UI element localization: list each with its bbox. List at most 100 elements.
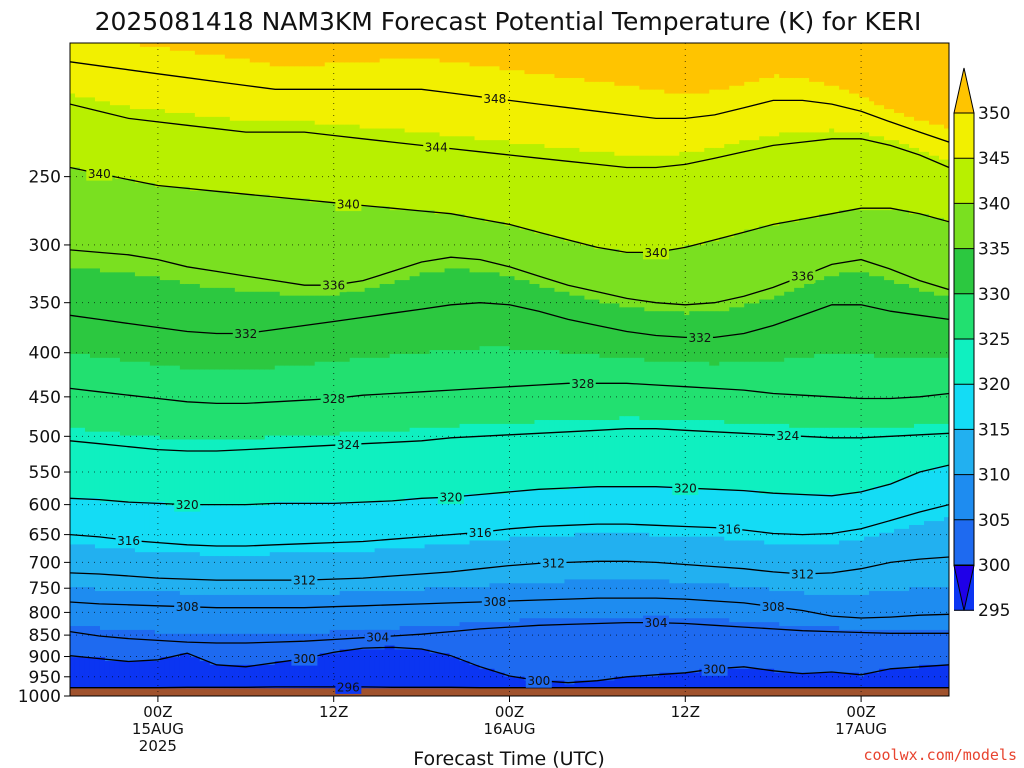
theta-fill-cell (259, 62, 266, 122)
theta-fill-cell (299, 501, 306, 553)
theta-fill-cell (799, 591, 805, 627)
theta-fill-cell (594, 249, 600, 301)
theta-fill-cell (344, 431, 351, 503)
theta-fill-cell (554, 77, 561, 149)
theta-fill-cell (209, 54, 216, 118)
theta-fill-cell (464, 622, 471, 662)
theta-fill-cell (599, 303, 605, 359)
theta-fill-cell (384, 357, 391, 433)
theta-fill-cell (484, 622, 491, 670)
contour-label: 300 (703, 662, 726, 676)
theta-fill-cell (604, 43, 610, 83)
theta-fill-cell (544, 74, 551, 149)
theta-fill-cell (139, 661, 146, 689)
theta-fill-cell (924, 214, 930, 293)
theta-fill-cell (844, 540, 850, 596)
theta-fill-cell (524, 583, 531, 619)
theta-fill-cell (229, 120, 236, 196)
theta-fill-cell (189, 594, 196, 635)
theta-fill-cell (854, 493, 860, 542)
theta-fill-cell (634, 618, 640, 678)
theta-fill-cell (144, 43, 151, 48)
theta-fill-cell (524, 618, 531, 682)
theta-fill-cell (234, 664, 241, 689)
theta-fill-cell (834, 626, 840, 674)
theta-fill-cell (344, 552, 351, 592)
theta-fill-cell (384, 688, 391, 696)
theta-fill-cell (234, 369, 241, 441)
theta-fill-cell (249, 505, 256, 557)
theta-fill-cell (584, 579, 590, 619)
theta-fill-cell (914, 214, 920, 289)
theta-fill-cell (624, 579, 630, 619)
theta-fill-cell (169, 552, 176, 592)
theta-fill-cell (129, 272, 136, 363)
theta-fill-cell (99, 272, 106, 359)
theta-fill-cell (279, 552, 286, 596)
theta-fill-cell (244, 633, 251, 666)
theta-fill-cell (164, 365, 171, 441)
theta-fill-cell (239, 688, 246, 696)
theta-fill-cell (624, 85, 630, 157)
theta-fill-cell (389, 58, 396, 130)
theta-fill-cell (199, 633, 206, 662)
theta-fill-cell (99, 357, 106, 433)
theta-fill-cell (199, 190, 206, 289)
theta-fill-cell (324, 633, 331, 654)
theta-fill-cell (279, 66, 286, 122)
theta-fill-cell (264, 664, 271, 689)
theta-fill-cell (499, 622, 506, 674)
theta-fill-cell (574, 77, 581, 149)
theta-fill-cell (584, 680, 590, 689)
theta-fill-cell (944, 43, 949, 130)
isentrope-328 (70, 382, 949, 405)
theta-fill-cell (934, 357, 940, 425)
y-tick-label: 350 (29, 294, 61, 314)
theta-fill-cell (454, 497, 461, 546)
theta-fill-cell (204, 116, 211, 192)
theta-fill-cell (359, 629, 366, 650)
site-credit[interactable]: coolwx.com/models (863, 746, 1017, 764)
theta-fill-cell (759, 423, 765, 495)
theta-fill-cell (309, 202, 316, 297)
theta-fill-cell (879, 357, 885, 429)
theta-fill-cell (909, 287, 915, 359)
theta-fill-cell (634, 416, 640, 487)
theta-fill-cell (109, 175, 116, 273)
theta-fill-cell (939, 159, 945, 219)
theta-fill-cell (514, 423, 521, 491)
theta-fill-cell (684, 618, 690, 674)
theta-fill-cell (70, 657, 76, 689)
theta-fill-cell (829, 427, 835, 495)
theta-fill-cell (89, 587, 96, 627)
theta-fill-cell (219, 43, 226, 56)
theta-fill-cell (719, 668, 725, 689)
theta-fill-cell (574, 43, 581, 79)
theta-fill-cell (429, 626, 436, 654)
theta-fill-cell (514, 350, 521, 425)
theta-fill-cell (864, 210, 870, 273)
theta-fill-cell (444, 427, 451, 499)
theta-fill-cell (124, 688, 131, 696)
theta-fill-cell (584, 688, 590, 696)
theta-fill-cell (169, 365, 176, 441)
theta-fill-cell (454, 657, 461, 689)
theta-fill-cell (814, 353, 820, 429)
theta-fill-cell (349, 629, 356, 650)
theta-fill-cell (314, 66, 321, 126)
theta-fill-cell (744, 668, 750, 689)
theta-fill-cell (769, 668, 775, 689)
theta-fill-cell (629, 532, 635, 580)
theta-fill-cell (469, 272, 476, 351)
theta-fill-cell (699, 420, 705, 491)
theta-fill-cell (409, 276, 416, 355)
theta-fill-cell (139, 361, 146, 437)
theta-fill-cell (859, 97, 865, 133)
theta-fill-cell (939, 217, 945, 297)
theta-fill-cell (899, 210, 905, 285)
theta-fill-cell (174, 688, 181, 696)
theta-fill-cell (339, 43, 346, 64)
theta-fill-cell (249, 43, 256, 64)
theta-fill-cell (789, 357, 795, 429)
